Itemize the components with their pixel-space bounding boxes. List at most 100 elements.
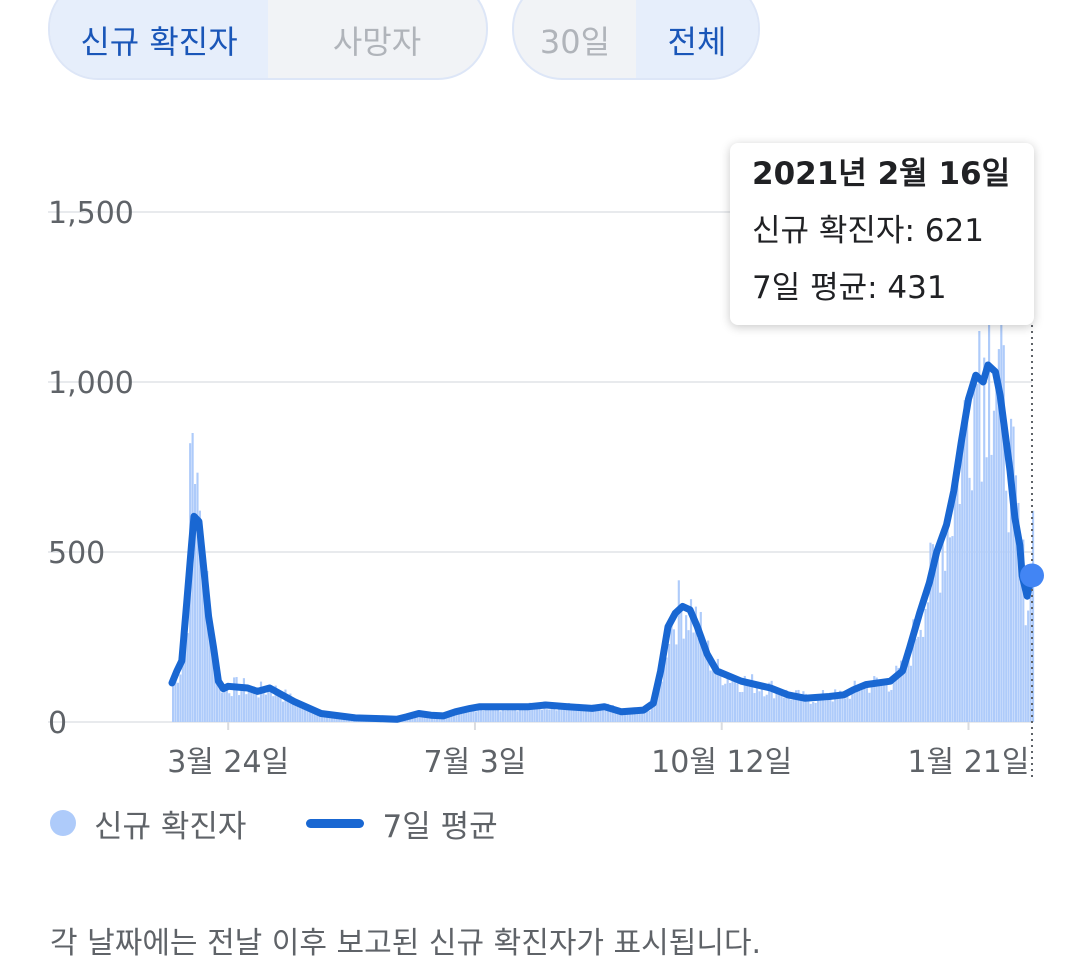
cases-chart[interactable]: 0 500 1,000 1,500 3월 24일 7월 3일 10월 12일 1월 21일 <box>0 0 1078 800</box>
daily-case-bar <box>799 698 803 722</box>
daily-case-bar <box>809 703 812 722</box>
daily-case-bar <box>792 693 795 722</box>
daily-case-bar <box>780 694 783 722</box>
daily-case-bar <box>191 433 194 722</box>
daily-case-bar <box>1000 305 1003 722</box>
daily-case-bar <box>814 702 817 722</box>
daily-case-bar <box>257 697 260 722</box>
daily-case-bar <box>518 704 522 722</box>
daily-case-bar <box>301 702 304 722</box>
daily-case-bar <box>650 706 653 722</box>
daily-case-bar <box>528 702 531 722</box>
daily-case-bar <box>773 698 776 722</box>
daily-case-bar <box>543 701 546 722</box>
daily-case-bar <box>829 699 832 722</box>
daily-case-bar <box>306 710 309 722</box>
daily-case-bar <box>611 705 614 722</box>
daily-case-bar <box>946 526 949 722</box>
daily-case-bar <box>582 707 585 722</box>
daily-case-bar <box>279 696 282 722</box>
daily-case-bar <box>709 670 712 722</box>
daily-case-bar <box>997 349 1000 722</box>
daily-case-bar <box>707 640 710 722</box>
daily-case-bar <box>1032 510 1035 722</box>
daily-case-bar <box>609 707 612 722</box>
daily-case-bar <box>215 673 219 722</box>
daily-case-bar <box>460 713 463 722</box>
daily-case-bar <box>753 693 756 722</box>
daily-case-bar <box>819 695 822 722</box>
daily-case-bar <box>198 510 202 722</box>
daily-case-bar <box>1010 418 1013 722</box>
daily-case-bar <box>711 668 715 722</box>
range-toggle: 30일 전체 <box>512 0 760 80</box>
tab-new-cases[interactable]: 신규 확진자 <box>50 0 268 78</box>
tab-deaths[interactable]: 사망자 <box>332 23 422 61</box>
daily-case-bar <box>919 629 922 722</box>
chart-legend: 신규 확진자 7일 평균 <box>50 803 498 845</box>
daily-case-bar <box>553 707 556 722</box>
legend-line-swatch <box>306 818 365 828</box>
y-tick-label: 500 <box>48 536 105 571</box>
daily-case-bar <box>193 484 197 722</box>
daily-case-bar <box>514 707 517 722</box>
daily-case-bar <box>934 551 937 722</box>
daily-case-bar <box>902 672 905 722</box>
daily-case-bar <box>936 547 939 722</box>
daily-case-bar <box>435 716 438 722</box>
daily-case-bar <box>321 712 324 722</box>
daily-case-bar <box>677 580 680 722</box>
daily-case-bar <box>228 693 231 722</box>
daily-case-bar <box>689 599 693 722</box>
daily-case-bar <box>545 709 548 722</box>
tab-all[interactable]: 전체 <box>636 0 758 78</box>
daily-case-bar <box>272 696 275 722</box>
daily-case-bar <box>237 695 241 722</box>
daily-case-bar <box>1017 502 1020 722</box>
daily-case-bar <box>765 694 768 722</box>
tooltip-average: 7일 평균: 431 <box>752 270 947 306</box>
daily-case-bar <box>584 704 588 722</box>
daily-case-bar <box>484 708 487 722</box>
daily-case-bar <box>589 708 592 722</box>
daily-case-bar <box>763 696 766 722</box>
daily-case-bar <box>892 682 895 722</box>
daily-case-bar <box>721 685 724 722</box>
daily-case-bar <box>667 643 671 722</box>
daily-case-bar <box>274 685 277 722</box>
daily-case-bar <box>729 682 732 722</box>
daily-case-bar <box>682 638 685 722</box>
daily-case-bar <box>570 706 573 722</box>
daily-case-bar <box>176 682 180 722</box>
daily-case-bar <box>672 629 675 722</box>
daily-case-bar <box>247 689 250 722</box>
daily-case-bar <box>250 687 253 722</box>
daily-case-bar <box>1007 532 1010 722</box>
daily-case-bar <box>477 709 480 722</box>
daily-case-bar <box>775 689 778 722</box>
daily-case-bar <box>944 570 947 722</box>
daily-case-bar <box>985 457 988 722</box>
daily-case-bar <box>489 708 492 722</box>
daily-case-bar <box>714 669 717 722</box>
daily-case-bar <box>751 674 754 722</box>
daily-case-bar <box>482 710 485 722</box>
daily-case-bar <box>577 703 580 722</box>
daily-case-bar <box>743 675 746 722</box>
daily-case-bar <box>172 683 175 722</box>
average-line <box>168 361 1036 723</box>
metric-toggle: 신규 확진자 사망자 <box>48 0 488 80</box>
daily-case-bar <box>186 633 189 722</box>
daily-case-bar <box>926 602 930 722</box>
daily-case-bar <box>922 636 925 722</box>
daily-case-bar <box>492 704 495 722</box>
daily-case-bar <box>284 689 287 722</box>
daily-case-bar <box>1012 426 1015 722</box>
daily-case-bar <box>870 686 873 722</box>
tab-30-days[interactable]: 30일 <box>539 23 611 61</box>
daily-case-bar <box>220 692 223 722</box>
daily-case-bar <box>211 654 214 722</box>
daily-case-bar <box>423 715 426 722</box>
daily-case-bar <box>633 709 636 722</box>
daily-case-bar <box>616 708 619 722</box>
